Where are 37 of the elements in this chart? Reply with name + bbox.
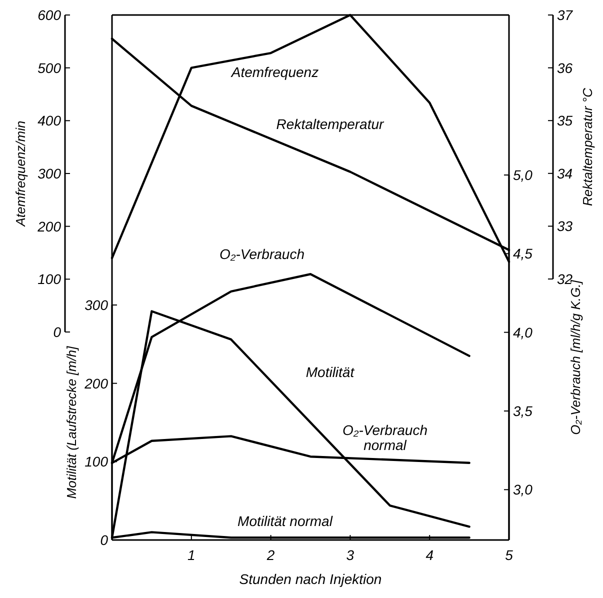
y-tick-label: 0 — [100, 532, 108, 548]
x-tick-label: 2 — [266, 547, 275, 563]
y-tick-label: 100 — [84, 454, 108, 470]
y-tick-label: 200 — [84, 375, 108, 392]
y-tick-label: 400 — [38, 112, 62, 129]
y2-tick-label: 3,5 — [513, 402, 533, 419]
y-axis-title: Atemfrequenz/min — [13, 120, 28, 228]
series-label: Motilität normal — [238, 513, 334, 529]
series-label: Motilität — [306, 364, 356, 380]
x-tick-label: 5 — [505, 547, 514, 563]
x-axis-title: Stunden nach Injektion — [239, 571, 382, 587]
y-axis-title: Motilität (Laufstrecke [m/h] — [64, 346, 79, 499]
y2-tick-label: 5,0 — [513, 167, 533, 183]
y-tick-label: 500 — [38, 60, 62, 76]
y2-tick-label: 4,0 — [513, 324, 533, 340]
y-tick-label: 300 — [38, 166, 62, 182]
y2-tick-label: 37 — [557, 7, 574, 23]
series-label: Atemfrequenz — [230, 64, 319, 80]
x-tick-label: 4 — [426, 547, 434, 563]
y2-tick-label: 4,5 — [513, 246, 533, 262]
y2-tick-label: 3,0 — [513, 482, 533, 498]
y2-tick-label: 36 — [557, 60, 573, 76]
y2-tick-label: 34 — [557, 165, 573, 182]
x-tick-label: 1 — [188, 547, 196, 563]
y-tick-label: 600 — [38, 7, 62, 23]
y2-axis-title: Rektaltemperatur °C — [580, 87, 595, 206]
series-label: O₂-Verbrauch — [220, 246, 305, 262]
series-label: O₂-Verbrauch normal — [342, 422, 428, 453]
series-label: Rektaltemperatur — [276, 116, 386, 132]
y-tick-label: 100 — [38, 271, 62, 288]
y2-tick-label: 33 — [557, 218, 573, 234]
y2-tick-label: 35 — [557, 112, 573, 129]
y-tick-label: 200 — [36, 218, 62, 234]
y-tick-label: 300 — [84, 297, 108, 313]
x-tick-label: 3 — [346, 547, 354, 563]
y2-tick-label: 32 — [557, 271, 573, 287]
y-tick-label: 0 — [53, 324, 62, 340]
